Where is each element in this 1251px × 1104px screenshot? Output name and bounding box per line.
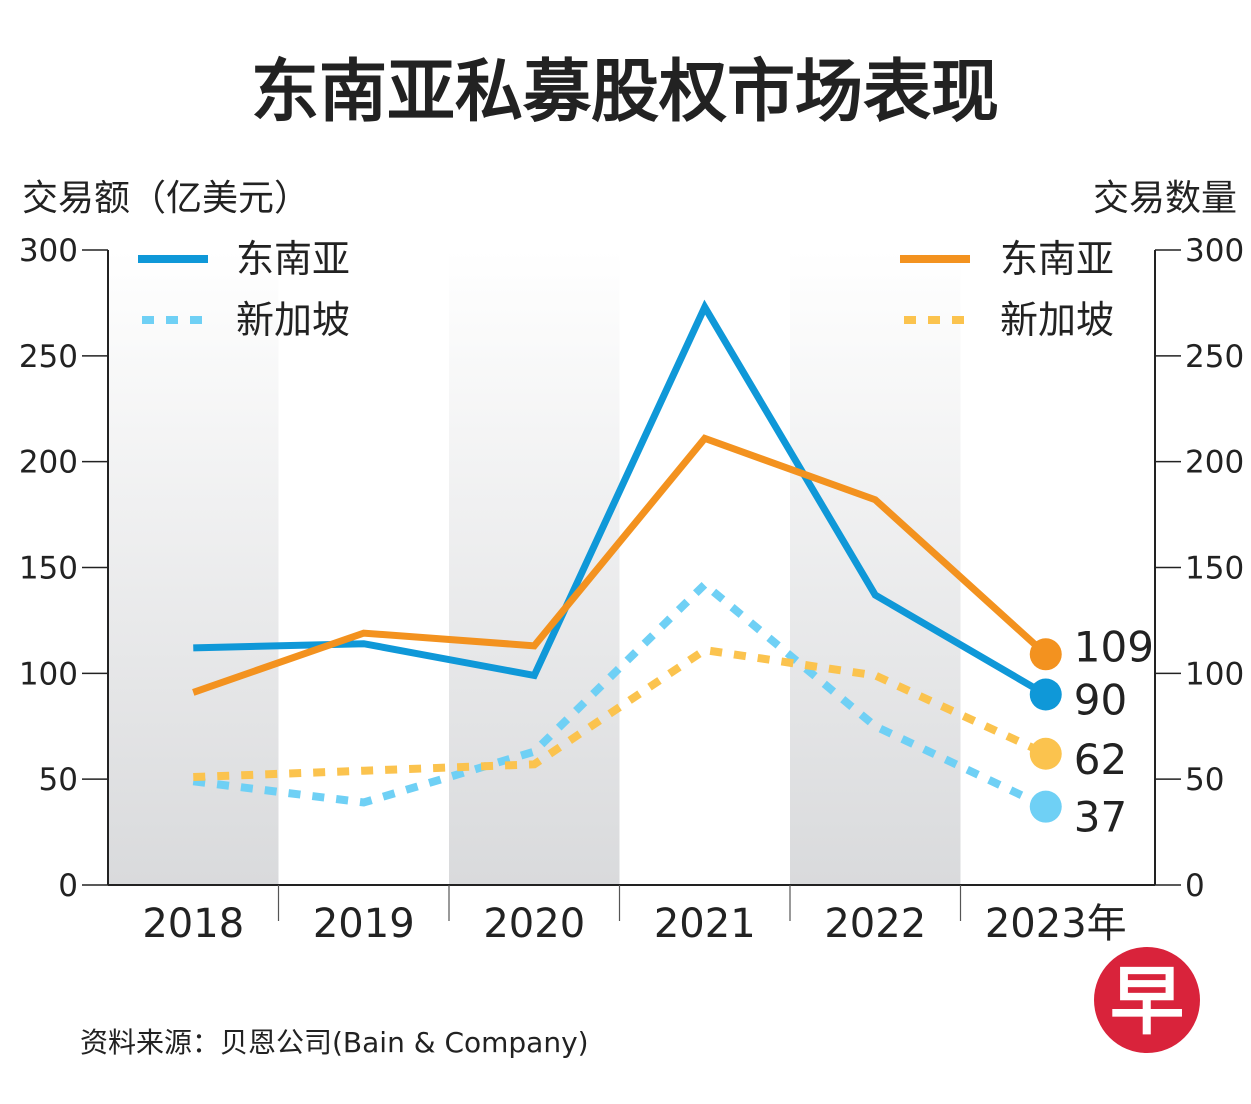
x-tick-label: 2020 — [483, 901, 585, 947]
series-line-1 — [192, 579, 1048, 811]
left-tick-label: 100 — [19, 656, 78, 692]
right-tick-label: 300 — [1185, 233, 1244, 269]
legend-label: 东南亚 — [236, 237, 350, 281]
zaobao-logo: 早 — [1094, 947, 1200, 1053]
right-tick-label: 200 — [1185, 445, 1244, 481]
x-tick-label: 2019 — [313, 901, 415, 947]
right-tick-label: 50 — [1185, 762, 1224, 798]
column-band — [108, 250, 279, 885]
left-tick-label: 150 — [19, 551, 78, 587]
logo-glyph: 早 — [1110, 959, 1184, 1045]
left-tick-label: 300 — [19, 233, 78, 269]
right-tick-label: 100 — [1185, 656, 1244, 692]
left-tick-label: 50 — [39, 762, 78, 798]
series-line-2 — [192, 434, 1049, 696]
end-point-marker — [1029, 638, 1062, 671]
end-point-marker — [1029, 678, 1062, 711]
left-tick-label: 250 — [19, 339, 78, 375]
left-tick-label: 200 — [19, 445, 78, 481]
legend-label: 东南亚 — [1000, 237, 1114, 281]
right-tick-label: 150 — [1185, 551, 1244, 587]
end-value-label: 37 — [1074, 793, 1127, 842]
series-line-3 — [193, 645, 1048, 782]
end-point-marker — [1029, 737, 1062, 770]
chart-title: 东南亚私募股权市场表现 — [251, 53, 999, 132]
right-tick-label: 250 — [1185, 339, 1244, 375]
column-band — [790, 250, 961, 885]
source-note: 资料来源：贝恩公司(Bain & Company) — [80, 1026, 589, 1059]
left-tick-label: 0 — [58, 868, 78, 904]
right-tick-label: 0 — [1185, 868, 1205, 904]
x-tick-label: 2021 — [654, 901, 756, 947]
end-value-label: 62 — [1074, 735, 1127, 784]
end-value-label: 109 — [1074, 622, 1154, 671]
legend-label: 新加坡 — [236, 298, 350, 342]
left-axis-label: 交易额（亿美元） — [22, 178, 310, 219]
x-tick-label: 2022 — [824, 901, 926, 947]
end-value-label: 90 — [1074, 676, 1127, 725]
legend-label: 新加坡 — [1000, 298, 1114, 342]
column-band — [449, 250, 620, 885]
end-point-marker — [1029, 790, 1062, 823]
right-axis-label: 交易数量 — [1093, 178, 1237, 219]
x-tick-label: 2023年 — [985, 901, 1127, 947]
x-tick-label: 2018 — [142, 901, 244, 947]
